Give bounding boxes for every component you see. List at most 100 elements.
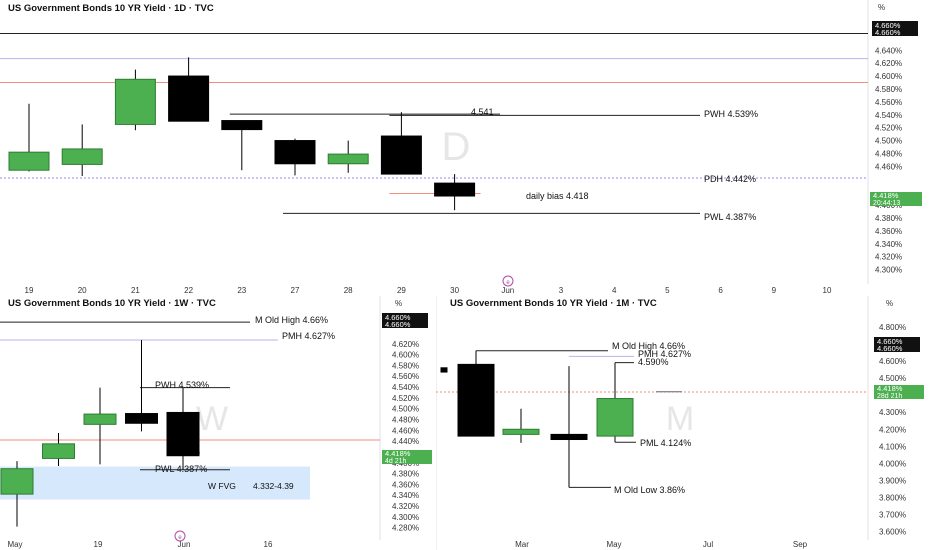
- daily-y-tick-label: 4.360%: [875, 227, 902, 236]
- daily-x-tick-label: 27: [291, 286, 300, 295]
- monthly-y-tick-label: 4.000%: [879, 459, 906, 468]
- daily-title: US Government Bonds 10 YR Yield · 1D · T…: [8, 3, 214, 14]
- weekly-pwl-label: PWL 4.387%: [155, 464, 207, 474]
- daily-x-tick-label: 3: [559, 286, 564, 295]
- weekly-candle-body: [0, 468, 34, 495]
- monthly-badge-green-timer: 28d 21h: [877, 393, 902, 400]
- weekly-badge-green-timer: 4d 21h: [385, 458, 407, 465]
- monthly-y-tick-label: 3.900%: [879, 477, 906, 486]
- weekly-session-icon-label: e: [178, 535, 182, 541]
- monthly-badge-black: [874, 337, 920, 352]
- daily-time-axis: 19 20 21 22 23 27 28 29 30 Jun 3 4 5 6 9 10: [25, 286, 832, 295]
- daily-y-tick-label: 4.460%: [875, 162, 902, 171]
- daily-background: [0, 0, 932, 296]
- weekly-candle-body: [42, 443, 75, 459]
- monthly-badge-black-1: 4.660%: [877, 337, 903, 346]
- daily-y-tick-label: 4.340%: [875, 240, 902, 249]
- daily-y-tick-label: 4.380%: [875, 214, 902, 223]
- monthly-y-tick-label: 4.600%: [879, 357, 906, 366]
- daily-y-tick-label: 4.520%: [875, 124, 902, 133]
- weekly-y-tick-label: 4.520%: [392, 394, 419, 403]
- daily-y-tick-label: 4.320%: [875, 253, 902, 262]
- daily-y-tick-label: 4.640%: [875, 46, 902, 55]
- monthly-y-tick-label: 3.700%: [879, 511, 906, 520]
- daily-x-tick-label: 23: [237, 286, 246, 295]
- monthly-watermark: M: [666, 400, 694, 438]
- daily-y-tick-label: 4.600%: [875, 72, 902, 81]
- monthly-candles: [440, 350, 634, 488]
- monthly-scale-button[interactable]: %: [886, 299, 893, 308]
- daily-candle-body: [274, 140, 316, 165]
- daily-x-tick-label: 6: [718, 286, 723, 295]
- daily-x-tick-label: 30: [450, 286, 459, 295]
- monthly-badge-green-price: 4.418%: [877, 384, 903, 393]
- weekly-y-tick-label: 4.500%: [392, 405, 419, 414]
- daily-y-tick-label: 4.580%: [875, 85, 902, 94]
- daily-y-tick-label: 4.620%: [875, 59, 902, 68]
- weekly-x-tick-label: Jun: [178, 540, 191, 549]
- weekly-badge-green-price: 4.418%: [385, 449, 411, 458]
- monthly-pmh-label: PMH 4.627%: [638, 349, 691, 359]
- daily-y-tick-label: 4.540%: [875, 111, 902, 120]
- weekly-pmh-label: PMH 4.627%: [282, 331, 335, 341]
- monthly-pml-label: PML 4.124%: [640, 438, 691, 448]
- daily-candle-body: [327, 153, 369, 165]
- weekly-x-tick-label: May: [7, 540, 22, 549]
- daily-pwh-label: PWH 4.539%: [704, 109, 758, 119]
- weekly-y-tick-label: 4.540%: [392, 383, 419, 392]
- daily-pdh-label: PDH 4.442%: [704, 174, 756, 184]
- daily-x-tick-label: 10: [823, 286, 832, 295]
- daily-watermark: D: [442, 125, 471, 169]
- monthly-badge-black-2: 4.660%: [877, 344, 903, 353]
- weekly-badge-green: [382, 450, 432, 464]
- daily-bias-label: daily bias 4.418: [526, 191, 589, 201]
- daily-candle-body: [434, 182, 476, 197]
- daily-y-tick-label: 4.480%: [875, 149, 902, 158]
- daily-candle-body: [61, 148, 103, 165]
- daily-y-tick-label: 4.560%: [875, 98, 902, 107]
- weekly-badge-black-1: 4.660%: [385, 313, 411, 322]
- monthly-level-lines: [436, 350, 868, 488]
- weekly-x-tick-label: 19: [94, 540, 103, 549]
- daily-x-tick-label: 28: [344, 286, 353, 295]
- daily-candles: [8, 57, 476, 211]
- weekly-y-tick-label: 4.480%: [392, 415, 419, 424]
- monthly-y-tick-label: 4.500%: [879, 374, 906, 383]
- monthly-m-old-high-label: M Old High 4.66%: [612, 341, 685, 351]
- daily-candle-body: [114, 78, 156, 125]
- daily-chart[interactable]: D US Government Bonds 10 YR Yield · 1D ·…: [0, 0, 932, 296]
- monthly-candle-body: [502, 428, 540, 435]
- daily-x-tick-label: 22: [184, 286, 193, 295]
- weekly-y-tick-label: 4.300%: [392, 513, 419, 522]
- monthly-candle-body: [457, 363, 495, 437]
- weekly-y-tick-label: 4.360%: [392, 480, 419, 489]
- daily-badge-green-price: 4.418%: [873, 191, 899, 200]
- daily-candle-body: [380, 135, 422, 175]
- daily-y-tick-label: 4.500%: [875, 137, 902, 146]
- weekly-y-tick-label: 4.620%: [392, 340, 419, 349]
- daily-x-tick-label: 5: [665, 286, 670, 295]
- daily-badge-black-2: 4.660%: [875, 28, 901, 37]
- daily-pwl-label: PWL 4.387%: [704, 212, 756, 222]
- weekly-candle-body: [83, 413, 117, 425]
- monthly-y-tick-label: 3.600%: [879, 528, 906, 537]
- daily-badge-black-1: 4.660%: [875, 21, 901, 30]
- monthly-y-tick-label: 4.100%: [879, 442, 906, 451]
- weekly-y-tick-label: 4.460%: [392, 426, 419, 435]
- weekly-scale-button[interactable]: %: [395, 299, 402, 308]
- weekly-y-tick-label: 4.440%: [392, 437, 419, 446]
- daily-x-tick-label: 21: [131, 286, 140, 295]
- weekly-fvg-rect: [0, 466, 310, 500]
- weekly-candle-body: [125, 413, 158, 424]
- weekly-chart[interactable]: W US Government Bonds 10 YR Yield · 1W ·…: [0, 296, 436, 550]
- monthly-candle-body: [440, 367, 448, 373]
- daily-candle-body: [168, 75, 210, 122]
- monthly-chart[interactable]: M US Government Bonds 10 YR Yield · 1M ·…: [436, 296, 932, 550]
- weekly-fvg-zone: [0, 466, 310, 500]
- weekly-session-icon[interactable]: [174, 530, 186, 542]
- weekly-y-tick-label: 4.580%: [392, 361, 419, 370]
- daily-scale-button[interactable]: %: [878, 3, 885, 12]
- weekly-background: [0, 296, 436, 550]
- daily-session-icon[interactable]: [502, 275, 514, 287]
- daily-badge-green-timer: 20:44:13: [873, 200, 900, 207]
